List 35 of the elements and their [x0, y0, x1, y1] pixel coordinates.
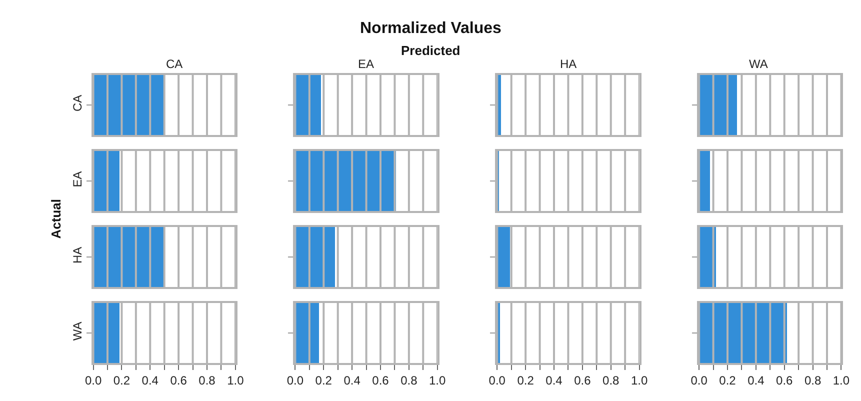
- x-tick-label: 0.4: [546, 373, 563, 388]
- x-tick-label: 0.4: [344, 373, 361, 388]
- x-tick-label: 0.2: [719, 373, 736, 388]
- chart-title: WA: [749, 57, 768, 71]
- x-tick-label: 0.6: [372, 373, 390, 388]
- x-tick-label: 0.8: [804, 373, 822, 388]
- x-tick-label: 0.4: [142, 373, 159, 388]
- chart-title: HA: [560, 57, 577, 71]
- x-tick-label: 0.6: [776, 373, 794, 388]
- x-tick-label: 1.0: [227, 373, 244, 388]
- text: Predicted: [401, 43, 460, 58]
- x-tick-label: 1.0: [429, 373, 446, 388]
- x-tick-label: 0.0: [690, 373, 708, 388]
- y-tick-label: CA: [70, 94, 84, 112]
- x-tick-label: 0.2: [517, 373, 534, 388]
- x-tick-label: 0.6: [170, 373, 188, 388]
- x-tick-label: 0.0: [84, 373, 102, 388]
- chart-title: CA: [166, 57, 183, 71]
- y-tick-label: HA: [70, 246, 84, 264]
- x-tick-label: 0.4: [748, 373, 765, 388]
- x-tick-label: 0.6: [574, 373, 592, 388]
- x-tick-label: 1.0: [630, 373, 648, 388]
- x-tick-label: 1.0: [832, 373, 850, 388]
- x-tick-label: 0.2: [315, 373, 332, 388]
- y-tick-label: EA: [70, 171, 84, 188]
- x-tick-label: 0.0: [286, 373, 304, 388]
- chart-title: EA: [358, 57, 374, 71]
- y-tick-label: WA: [70, 322, 84, 341]
- x-tick-label: 0.8: [198, 373, 216, 388]
- text: Normalized Values: [360, 20, 502, 37]
- x-tick-label: 0.2: [113, 373, 130, 388]
- x-tick-label: 0.0: [488, 373, 506, 388]
- x-tick-label: 0.8: [400, 373, 418, 388]
- y-axis-title: Actual: [48, 198, 64, 239]
- x-tick-label: 0.8: [602, 373, 620, 388]
